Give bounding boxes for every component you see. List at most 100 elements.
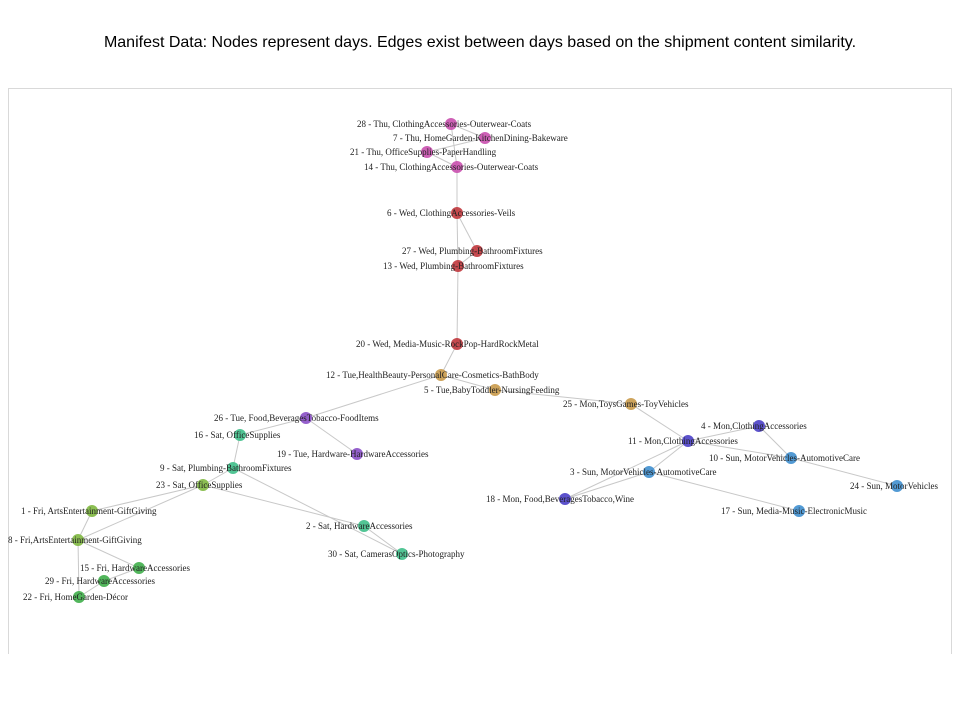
- graph-node[interactable]: 10 - Sun, MotorVehicles-AutomotiveCare: [709, 452, 860, 464]
- node-circle[interactable]: [197, 479, 209, 491]
- node-label: 11 - Mon,ClothingAccessories: [628, 436, 738, 446]
- node-label: 8 - Fri,ArtsEntertainment-GiftGiving: [8, 535, 142, 545]
- graph-node[interactable]: 11 - Mon,ClothingAccessories: [628, 435, 738, 447]
- node-circle[interactable]: [396, 548, 408, 560]
- node-label: 18 - Mon, Food,BeveragesTobacco,Wine: [486, 494, 634, 504]
- node-circle[interactable]: [351, 448, 363, 460]
- node-label: 5 - Tue,BabyToddler-NursingFeeding: [424, 385, 560, 395]
- graph-node[interactable]: 9 - Sat, Plumbing-BathroomFixtures: [160, 462, 292, 474]
- graph-node[interactable]: 30 - Sat, CamerasOptics-Photography: [328, 548, 465, 560]
- graph-node[interactable]: 26 - Tue, Food,BeveragesTobacco-FoodItem…: [214, 412, 379, 424]
- node-circle[interactable]: [358, 520, 370, 532]
- graph-edge: [630, 403, 689, 442]
- node-circle[interactable]: [452, 260, 464, 272]
- node-label: 1 - Fri, ArtsEntertainment-GiftGiving: [21, 506, 157, 516]
- node-circle[interactable]: [300, 412, 312, 424]
- node-circle[interactable]: [793, 505, 805, 517]
- node-circle[interactable]: [785, 452, 797, 464]
- node-circle[interactable]: [72, 534, 84, 546]
- node-circle[interactable]: [451, 161, 463, 173]
- graph-node[interactable]: 7 - Thu, HomeGarden-KitchenDining-Bakewa…: [393, 132, 568, 144]
- node-circle[interactable]: [559, 493, 571, 505]
- graph-node[interactable]: 23 - Sat, OfficeSupplies: [156, 479, 243, 491]
- graph-node[interactable]: 13 - Wed, Plumbing-BathroomFixtures: [383, 260, 524, 272]
- node-circle[interactable]: [471, 245, 483, 257]
- graph-edge: [648, 440, 689, 473]
- node-circle[interactable]: [451, 207, 463, 219]
- node-circle[interactable]: [682, 435, 694, 447]
- node-label: 30 - Sat, CamerasOptics-Photography: [328, 549, 465, 559]
- nodes-layer: 28 - Thu, ClothingAccessories-Outerwear-…: [8, 118, 938, 603]
- graph-node[interactable]: 2 - Sat, HardwareAccessories: [306, 520, 413, 532]
- graph-edge: [758, 425, 792, 459]
- graph-node[interactable]: 5 - Tue,BabyToddler-NursingFeeding: [424, 384, 560, 396]
- node-label: 16 - Sat, OfficeSupplies: [194, 430, 281, 440]
- node-circle[interactable]: [98, 575, 110, 587]
- node-label: 9 - Sat, Plumbing-BathroomFixtures: [160, 463, 292, 473]
- graph-node[interactable]: 24 - Sun, MotorVehicles: [850, 480, 938, 492]
- graph-node[interactable]: 28 - Thu, ClothingAccessories-Outerwear-…: [357, 118, 532, 130]
- node-circle[interactable]: [133, 562, 145, 574]
- graph-node[interactable]: 17 - Sun, Media-Music-ElectronicMusic: [721, 505, 867, 517]
- graph-edge: [363, 525, 403, 555]
- node-label: 13 - Wed, Plumbing-BathroomFixtures: [383, 261, 524, 271]
- graph-node[interactable]: 6 - Wed, ClothingAccessories-Veils: [387, 207, 516, 219]
- graph-node[interactable]: 15 - Fri, HardwareAccessories: [80, 562, 190, 574]
- graph-edge: [440, 374, 496, 391]
- node-circle[interactable]: [625, 398, 637, 410]
- node-circle[interactable]: [489, 384, 501, 396]
- node-label: 24 - Sun, MotorVehicles: [850, 481, 938, 491]
- node-label: 14 - Thu, ClothingAccessories-Outerwear-…: [364, 162, 539, 172]
- node-circle[interactable]: [86, 505, 98, 517]
- node-label: 21 - Thu, OfficeSupplies-PaperHandling: [350, 147, 497, 157]
- graph-node[interactable]: 18 - Mon, Food,BeveragesTobacco,Wine: [486, 493, 634, 505]
- graph-node[interactable]: 1 - Fri, ArtsEntertainment-GiftGiving: [21, 505, 157, 517]
- edges-layer: [77, 123, 898, 598]
- graph-frame: [8, 88, 952, 654]
- graph-node[interactable]: 16 - Sat, OfficeSupplies: [194, 429, 281, 441]
- node-label: 25 - Mon,ToysGames-ToyVehicles: [563, 399, 689, 409]
- graph-edge: [648, 471, 800, 512]
- graph-edge: [687, 440, 792, 459]
- graph-node[interactable]: 19 - Tue, Hardware-HardwareAccessories: [277, 448, 429, 460]
- graph-edge: [564, 471, 650, 500]
- node-circle[interactable]: [227, 462, 239, 474]
- node-circle[interactable]: [421, 146, 433, 158]
- graph-edge: [305, 417, 358, 455]
- graph-edge: [450, 123, 486, 139]
- graph-edge: [426, 137, 486, 153]
- graph-node[interactable]: 14 - Thu, ClothingAccessories-Outerwear-…: [364, 161, 539, 173]
- graph-edge: [564, 440, 689, 500]
- graph-node[interactable]: 4 - Mon,ClothingAccessories: [701, 420, 807, 432]
- graph-node[interactable]: 27 - Wed, Plumbing-BathroomFixtures: [402, 245, 543, 257]
- graph-node[interactable]: 3 - Sun, MotorVehicles-AutomotiveCare: [570, 466, 716, 478]
- graph-edge: [450, 123, 458, 168]
- graph-edge: [305, 374, 442, 419]
- node-circle[interactable]: [451, 338, 463, 350]
- graph-edge: [456, 212, 478, 252]
- node-label: 29 - Fri, HardwareAccessories: [45, 576, 155, 586]
- graph-edge: [456, 265, 459, 345]
- graph-node[interactable]: 21 - Thu, OfficeSupplies-PaperHandling: [350, 146, 497, 158]
- node-circle[interactable]: [643, 466, 655, 478]
- graph-edge: [91, 484, 204, 512]
- node-circle[interactable]: [445, 118, 457, 130]
- graph-node[interactable]: 25 - Mon,ToysGames-ToyVehicles: [563, 398, 689, 410]
- graph-node[interactable]: 20 - Wed, Media-Music-RockPop-HardRockMe…: [356, 338, 539, 350]
- node-circle[interactable]: [435, 369, 447, 381]
- graph-edge: [494, 389, 632, 405]
- node-label: 28 - Thu, ClothingAccessories-Outerwear-…: [357, 119, 532, 129]
- graph-node[interactable]: 22 - Fri, HomeGarden-Décor: [23, 591, 128, 603]
- node-circle[interactable]: [234, 429, 246, 441]
- graph-edge: [77, 539, 80, 598]
- node-label: 12 - Tue,HealthBeauty-PersonalCare-Cosme…: [326, 370, 539, 380]
- graph-edge: [103, 567, 140, 582]
- graph-node[interactable]: 29 - Fri, HardwareAccessories: [45, 575, 155, 587]
- graph-node[interactable]: 12 - Tue,HealthBeauty-PersonalCare-Cosme…: [326, 369, 539, 381]
- node-circle[interactable]: [891, 480, 903, 492]
- node-circle[interactable]: [73, 591, 85, 603]
- node-circle[interactable]: [479, 132, 491, 144]
- node-circle[interactable]: [753, 420, 765, 432]
- graph-node[interactable]: 8 - Fri,ArtsEntertainment-GiftGiving: [8, 534, 142, 546]
